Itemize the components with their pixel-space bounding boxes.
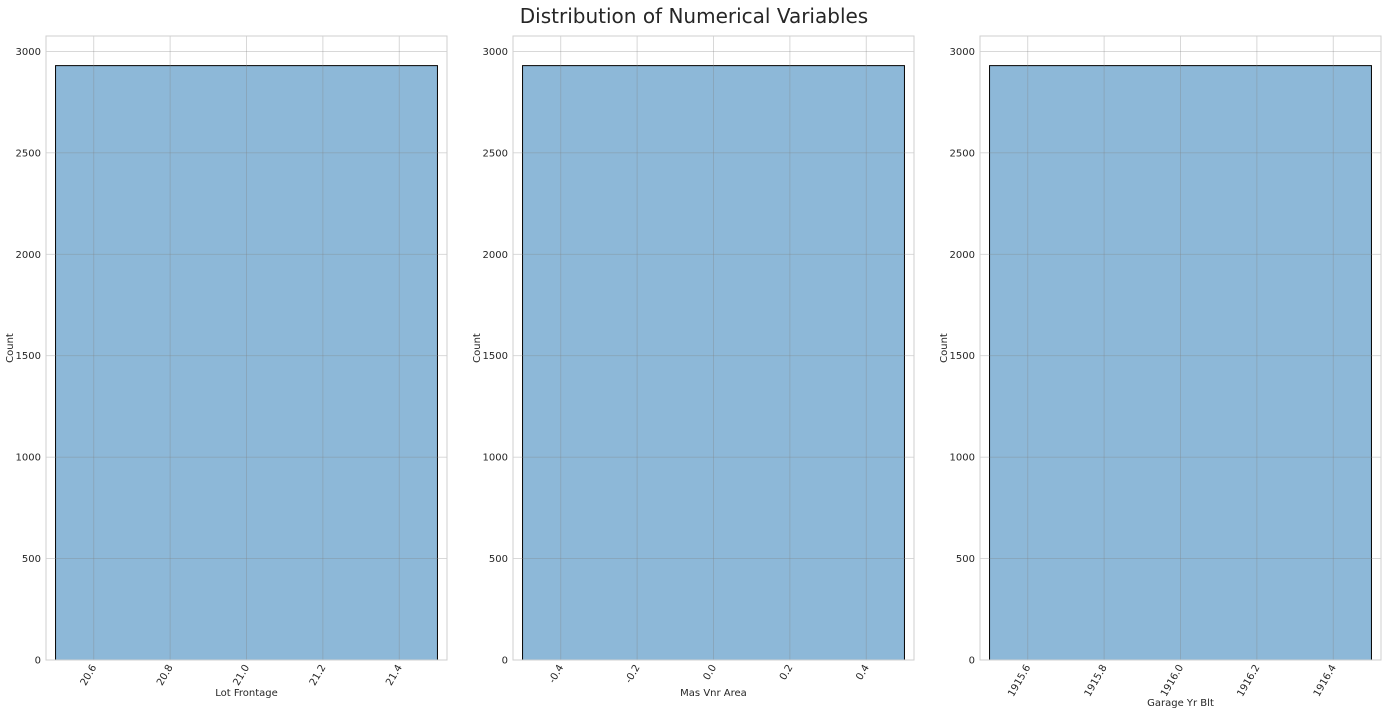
- y-tick-label: 500: [22, 554, 41, 565]
- x-axis-label: Garage Yr Blt: [1147, 698, 1214, 709]
- axes-frame: [45, 35, 448, 661]
- y-tick-label: 2500: [950, 148, 975, 159]
- y-tick-label: 2500: [16, 148, 41, 159]
- histogram-bar: [989, 65, 1372, 661]
- y-tick-label: 0: [502, 656, 508, 667]
- y-tick-label: 1000: [483, 453, 508, 464]
- y-tick-label: 500: [956, 554, 975, 565]
- y-tick-label: 3000: [483, 47, 508, 58]
- histogram-bar: [55, 65, 438, 661]
- axes-frame: [512, 35, 915, 661]
- y-tick-label: 1500: [950, 351, 975, 362]
- y-axis-label: Count: [5, 333, 16, 363]
- histogram-bar: [522, 65, 905, 661]
- y-tick-label: 3000: [950, 47, 975, 58]
- figure-title: Distribution of Numerical Variables: [520, 4, 868, 28]
- y-tick-label: 1500: [16, 351, 41, 362]
- y-tick-label: 2000: [16, 250, 41, 261]
- y-tick-label: 2000: [483, 250, 508, 261]
- x-axis-label: Lot Frontage: [215, 688, 278, 699]
- y-tick-label: 2500: [483, 148, 508, 159]
- y-axis-label: Count: [472, 333, 483, 363]
- x-axis-label: Mas Vnr Area: [680, 688, 747, 699]
- y-tick-label: 1500: [483, 351, 508, 362]
- y-axis-label: Count: [939, 333, 950, 363]
- y-tick-label: 1000: [950, 453, 975, 464]
- y-tick-label: 2000: [950, 250, 975, 261]
- y-tick-label: 3000: [16, 47, 41, 58]
- y-tick-label: 0: [969, 656, 975, 667]
- y-tick-label: 1000: [16, 453, 41, 464]
- axes-frame: [979, 35, 1382, 661]
- y-tick-label: 0: [35, 656, 41, 667]
- y-tick-label: 500: [489, 554, 508, 565]
